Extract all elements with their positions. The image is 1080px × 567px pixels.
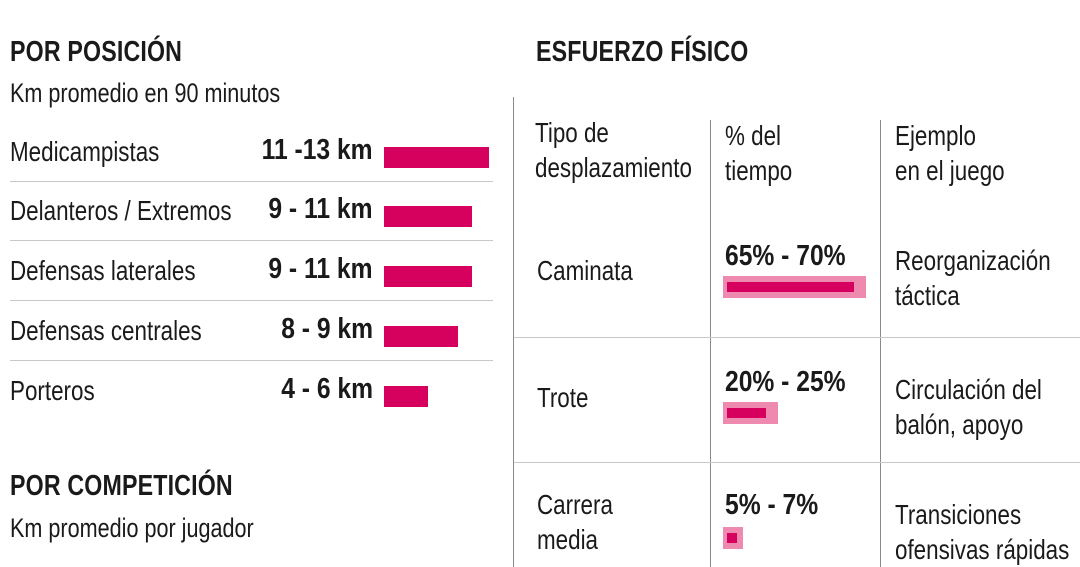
header-pct-line: % del	[725, 120, 782, 151]
table-row-separator	[514, 337, 1080, 338]
effort-type-line: Caminata	[537, 255, 633, 286]
effort-example: Transiciones ofensivas rápidas	[895, 497, 1069, 567]
position-value: 11 -13 km	[261, 134, 373, 166]
header-example-line: Ejemplo	[895, 120, 976, 151]
position-label: Delanteros / Extremos	[10, 195, 232, 226]
header-pct-line: tiempo	[725, 155, 793, 186]
header-pct: % del tiempo	[725, 118, 792, 188]
effort-example-line: Reorganización	[895, 245, 1051, 276]
effort-type: Carrera media	[537, 487, 613, 557]
effort-example: Circulación del balón, apoyo	[895, 372, 1042, 442]
effort-type-line: media	[537, 524, 599, 555]
position-row: Defensas centrales 8 - 9 km	[10, 301, 493, 361]
position-subtitle: Km promedio en 90 minutos	[10, 78, 281, 108]
effort-percent: 20% - 25%	[725, 366, 846, 398]
table-row-separator	[514, 462, 1080, 463]
effort-type: Caminata	[537, 253, 633, 288]
position-bar	[384, 147, 489, 168]
effort-percent: 65% - 70%	[725, 240, 846, 272]
effort-range-bar	[723, 527, 743, 549]
effort-example-line: Circulación del	[895, 374, 1042, 405]
position-value: 8 - 9 km	[281, 313, 373, 345]
position-value: 9 - 11 km	[268, 253, 373, 285]
row-separator	[10, 240, 493, 241]
effort-example-line: balón, apoyo	[895, 409, 1024, 440]
effort-example-line: Transiciones	[895, 499, 1022, 530]
position-label: Medicampistas	[10, 136, 160, 167]
panel-divider	[513, 97, 514, 567]
column-divider-2	[880, 120, 881, 567]
effort-type-line: Trote	[537, 382, 589, 413]
effort-low-bar	[727, 408, 766, 418]
row-separator	[10, 181, 493, 182]
position-bar	[384, 386, 428, 407]
column-divider-1	[710, 120, 711, 567]
effort-example-line: táctica	[895, 280, 960, 311]
effort-type-line: Carrera	[537, 489, 613, 520]
position-label: Defensas laterales	[10, 255, 196, 286]
effort-range-bar	[723, 276, 866, 298]
row-separator	[10, 300, 493, 301]
effort-example-line: ofensivas rápidas	[895, 534, 1070, 565]
position-row: Medicampistas 11 -13 km	[10, 122, 493, 182]
position-title: POR POSICIÓN	[10, 36, 183, 68]
effort-low-bar	[727, 282, 854, 292]
position-bar	[384, 206, 472, 227]
position-label: Porteros	[10, 375, 95, 406]
header-example-line: en el juego	[895, 155, 1005, 186]
position-bar	[384, 326, 458, 347]
competition-title: POR COMPETICIÓN	[10, 470, 233, 502]
position-bar	[384, 266, 472, 287]
position-label: Defensas centrales	[10, 315, 202, 346]
effort-percent: 5% - 7%	[725, 489, 819, 521]
effort-example: Reorganización táctica	[895, 243, 1051, 313]
effort-type: Trote	[537, 380, 588, 415]
effort-title: ESFUERZO FÍSICO	[536, 36, 749, 68]
position-value: 4 - 6 km	[281, 373, 373, 405]
header-example: Ejemplo en el juego	[895, 118, 1005, 188]
effort-low-bar	[727, 533, 737, 543]
position-row: Porteros 4 - 6 km	[10, 361, 493, 421]
position-value: 9 - 11 km	[268, 193, 373, 225]
row-separator	[10, 360, 493, 361]
competition-subtitle: Km promedio por jugador	[10, 513, 254, 543]
header-type-line: desplazamiento	[535, 152, 692, 183]
header-type-line: Tipo de	[535, 117, 609, 148]
effort-range-bar	[723, 402, 778, 424]
header-type: Tipo de desplazamiento	[535, 115, 692, 185]
position-row: Defensas laterales 9 - 11 km	[10, 241, 493, 301]
position-row: Delanteros / Extremos 9 - 11 km	[10, 181, 493, 241]
